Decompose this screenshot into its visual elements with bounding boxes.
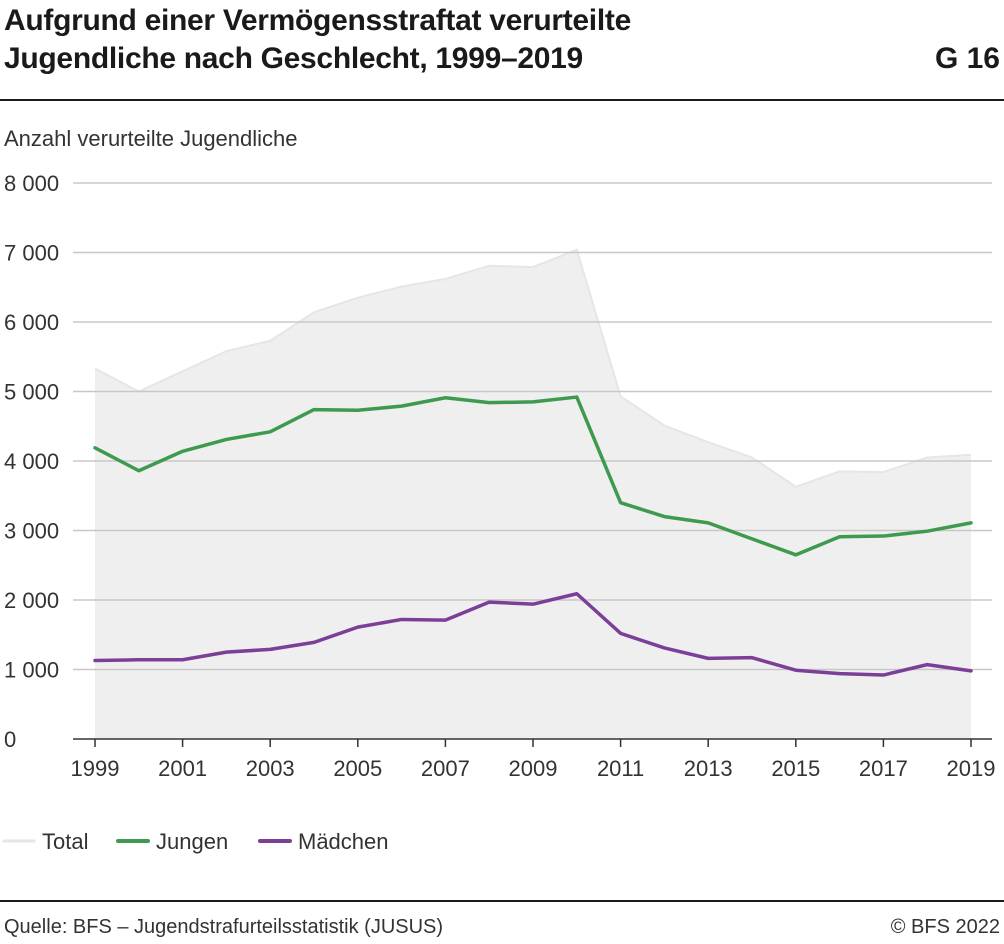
source-note: Quelle: BFS – Jugendstrafurteilsstatisti… xyxy=(4,916,444,938)
series-area-total xyxy=(95,249,971,739)
x-tick-label-2019: 2019 xyxy=(947,756,996,781)
x-tick-label-2011: 2011 xyxy=(597,756,644,781)
x-tick-label-1999: 1999 xyxy=(71,756,120,781)
x-tick-label-2005: 2005 xyxy=(333,756,382,781)
copyright-note: © BFS 2022 xyxy=(890,916,1000,938)
y-tick-label-7000: 7 000 xyxy=(4,241,59,266)
x-tick-label-2003: 2003 xyxy=(246,756,295,781)
legend-label-maedchen: Mädchen xyxy=(298,829,389,854)
footer-divider xyxy=(0,900,1004,902)
y-tick-label-4000: 4 000 xyxy=(4,449,59,474)
line-chart: 0 1 000 2 000 3 000 4 000 5 000 6 000 7 000 8 00… xyxy=(2,171,996,854)
chart-title-line-2: Jugendliche nach Geschlecht, 1999–2019 xyxy=(4,42,583,75)
x-tick-label-2009: 2009 xyxy=(509,756,558,781)
x-tick-label-2017: 2017 xyxy=(859,756,908,781)
chart-code: G 16 xyxy=(934,42,1000,75)
chart-title: Aufgrund einer Vermögensstraftat verurte… xyxy=(4,2,631,78)
x-tick-label-2015: 2015 xyxy=(771,756,820,781)
y-tick-label-2000: 2 000 xyxy=(4,588,59,613)
y-tick-label-5000: 5 000 xyxy=(4,380,59,405)
y-tick-label-0: 0 xyxy=(4,727,16,752)
header-divider xyxy=(0,99,1004,101)
y-tick-label-3000: 3 000 xyxy=(4,519,59,544)
x-tick-label-2013: 2013 xyxy=(684,756,733,781)
x-tick-label-2007: 2007 xyxy=(421,756,470,781)
y-axis-label: Anzahl verurteilte Jugendliche xyxy=(4,126,298,151)
x-tick-label-2001: 2001 xyxy=(158,756,207,781)
y-tick-label-6000: 6 000 xyxy=(4,310,59,335)
chart-title-line-1: Aufgrund einer Vermögensstraftat verurte… xyxy=(4,4,631,37)
legend-label-total: Total xyxy=(42,829,88,854)
y-tick-label-1000: 1 000 xyxy=(4,658,59,683)
legend-label-jungen: Jungen xyxy=(156,829,228,854)
y-tick-label-8000: 8 000 xyxy=(4,171,59,196)
